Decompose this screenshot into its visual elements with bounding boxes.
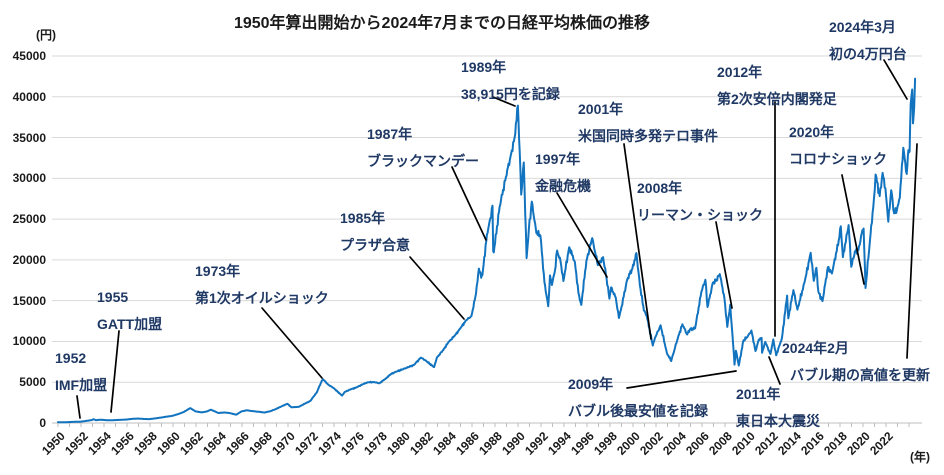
y-tick-label: 5000 xyxy=(19,375,46,390)
annotation-leader-1955-gatt xyxy=(110,330,120,413)
annotation-1973-oil-shock: 1973年第1次オイルショック xyxy=(195,258,329,312)
annotation-2020-corona: 2020年コロナショック xyxy=(789,119,887,173)
y-tick-label: 0 xyxy=(39,416,46,430)
y-tick-label: 40000 xyxy=(12,89,46,104)
annotation-leader-1987-black-monday xyxy=(451,166,487,241)
annotation-text: 1973年 xyxy=(195,263,241,279)
annotation-text: 1989年 xyxy=(461,59,507,75)
annotation-text: 初の4万円台 xyxy=(829,46,907,62)
y-tick-label: 30000 xyxy=(12,171,46,186)
annotation-text: バブル後最安値を記録 xyxy=(568,403,708,419)
annotation-text: 1987年 xyxy=(367,126,413,142)
annotation-leader-2024-march xyxy=(883,59,908,100)
y-tick-label: 45000 xyxy=(12,49,46,63)
annotation-1997-crisis: 1997年金融危機 xyxy=(535,146,591,200)
annotation-leader-2011-earthquake xyxy=(768,356,781,385)
annotation-text: 2008年 xyxy=(637,180,683,196)
annotation-leader-1997-crisis xyxy=(556,192,608,278)
annotation-text: プラザ合意 xyxy=(340,237,410,253)
annotation-2008-lehman: 2008年リーマン・ショック xyxy=(637,175,763,229)
annotation-text: 2011年 xyxy=(736,386,781,402)
y-tick-label: 10000 xyxy=(12,334,46,349)
annotation-text: ブラックマンデー xyxy=(367,153,479,169)
annotation-2012-abe: 2012年第2次安倍内閣発足 xyxy=(717,59,837,113)
annotation-text: GATT加盟 xyxy=(97,316,163,332)
y-tick-label: 15000 xyxy=(12,293,46,308)
annotation-text: 2020年 xyxy=(789,124,835,140)
annotation-leader-2001-terror xyxy=(623,143,652,340)
annotation-1955-gatt: 1955 GATT加盟 xyxy=(97,284,162,338)
annotation-1987-black-monday: 1987年ブラックマンデー xyxy=(367,121,479,175)
y-tick-label: 35000 xyxy=(12,130,46,145)
annotation-text: 2009年 xyxy=(568,376,614,392)
annotation-2024-february: 2024年2月バブル期の高値を更新 xyxy=(782,335,930,389)
annotation-text: 2024年3月 xyxy=(829,19,896,35)
annotation-text: リーマン・ショック xyxy=(637,207,763,223)
annotation-2011-earthquake: 2011年東日本大震災 xyxy=(736,381,820,435)
annotation-leader-1973-oil-shock xyxy=(261,307,323,379)
y-tick-label: 25000 xyxy=(12,212,46,227)
annotation-text: 東日本大震災 xyxy=(736,413,820,429)
annotation-text: 2012年 xyxy=(717,64,763,80)
annotation-text: 2024年2月 xyxy=(782,340,849,356)
x-axis-unit-label: (年) xyxy=(910,450,930,464)
y-tick-label: 20000 xyxy=(12,252,46,267)
annotation-text: IMF加盟 xyxy=(55,377,108,393)
annotation-text: 1997年 xyxy=(535,151,581,167)
annotation-leader-2024-february xyxy=(906,143,918,359)
annotation-1952-imf: 1952 IMF加盟 xyxy=(55,345,107,399)
annotation-text: 1952 xyxy=(55,350,87,366)
annotation-leader-2008-lehman xyxy=(715,221,733,309)
annotation-leader-1952-imf xyxy=(76,395,81,419)
annotation-text: コロナショック xyxy=(789,151,887,167)
annotation-2009-low: 2009年バブル後最安値を記録 xyxy=(568,371,708,425)
annotation-leader-2020-corona xyxy=(841,174,865,285)
annotation-text: 第1次オイルショック xyxy=(195,290,329,306)
y-axis-unit-label: (円) xyxy=(36,28,56,42)
annotation-text: 金融危機 xyxy=(535,178,591,194)
annotation-leader-1985-plaza xyxy=(409,256,465,320)
annotation-leader-2009-low xyxy=(626,370,737,389)
annotation-2001-terror: 2001年米国同時多発テロ事件 xyxy=(578,96,718,150)
annotation-2024-march: 2024年3月 初の4万円台 xyxy=(829,14,907,68)
annotation-text: 38,915円を記録 xyxy=(461,86,560,102)
annotation-text: 第2次安倍内閣発足 xyxy=(717,91,837,107)
annotation-text: 米国同時多発テロ事件 xyxy=(578,128,718,144)
annotation-1985-plaza: 1985年プラザ合意 xyxy=(340,205,410,259)
annotation-text: 2001年 xyxy=(578,101,624,117)
annotation-text: バブル期の高値を更新 xyxy=(790,367,930,383)
annotation-text: 1985年 xyxy=(340,210,386,226)
chart-title: 1950年算出開始から2024年7月までの日経平均株価の推移 xyxy=(233,15,651,32)
annotation-1989-peak: 1989年 38,915円を記録 xyxy=(461,54,560,108)
annotation-leader-1989-peak xyxy=(492,96,516,107)
nikkei-price-line xyxy=(57,77,917,424)
annotation-text: 1955 xyxy=(97,289,129,305)
